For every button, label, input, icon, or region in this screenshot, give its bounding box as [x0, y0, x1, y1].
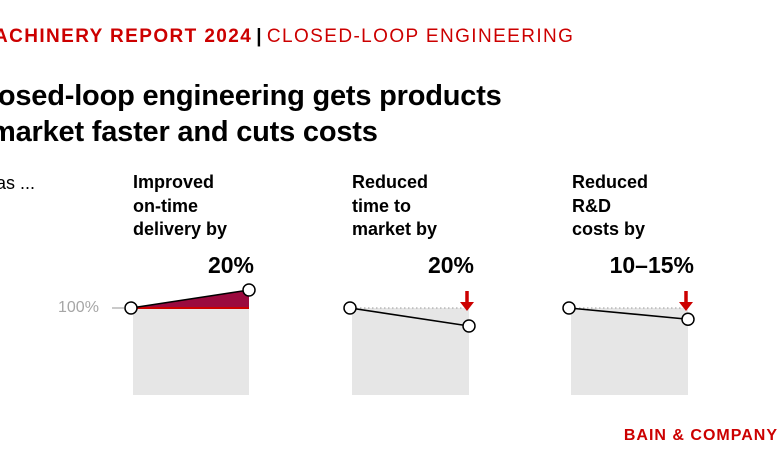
- panel-1-end-point: [242, 283, 256, 297]
- report-title: ACHINERY REPORT 2024: [0, 26, 253, 47]
- panel-1-title: Improved on-time delivery by: [133, 172, 228, 239]
- panel-1-start-point: [124, 301, 138, 315]
- panel-3-start-point: [562, 301, 576, 315]
- report-header: ACHINERY REPORT 2024 | CLOSED-LOOP ENGINEE…: [0, 26, 574, 48]
- panel-3-series-line: [568, 307, 689, 321]
- panel-2-value: 20%: [427, 252, 474, 278]
- baseline-label: 100%: [58, 299, 99, 316]
- chart-headline: losed-loop engineering gets products mar…: [0, 80, 502, 148]
- panel-1-value: 20%: [207, 252, 254, 278]
- panel-2-background: [352, 308, 469, 395]
- panel-1-background: [133, 308, 249, 395]
- panel-3-arrow-head: [679, 302, 693, 311]
- lead-text: has ...: [0, 173, 36, 193]
- panel-3-background: [571, 308, 688, 395]
- panel-2-title: Reduced time to market by: [352, 172, 438, 239]
- panel-1-series-line: [130, 289, 250, 309]
- panel-3-title: Reduced R&D costs by: [572, 172, 649, 239]
- brand-logo: BAIN & COMPANY: [623, 427, 778, 444]
- panel-2-start-point: [343, 301, 357, 315]
- panel-2-end-point: [462, 319, 476, 333]
- header-separator: |: [256, 26, 263, 47]
- panel-3-value: 10–15%: [609, 252, 694, 278]
- panel-2-arrow-head: [460, 302, 474, 311]
- panel-2-series-line: [349, 307, 470, 327]
- panel-3-end-point: [681, 312, 695, 326]
- section-title: CLOSED-LOOP ENGINEERING: [266, 26, 575, 47]
